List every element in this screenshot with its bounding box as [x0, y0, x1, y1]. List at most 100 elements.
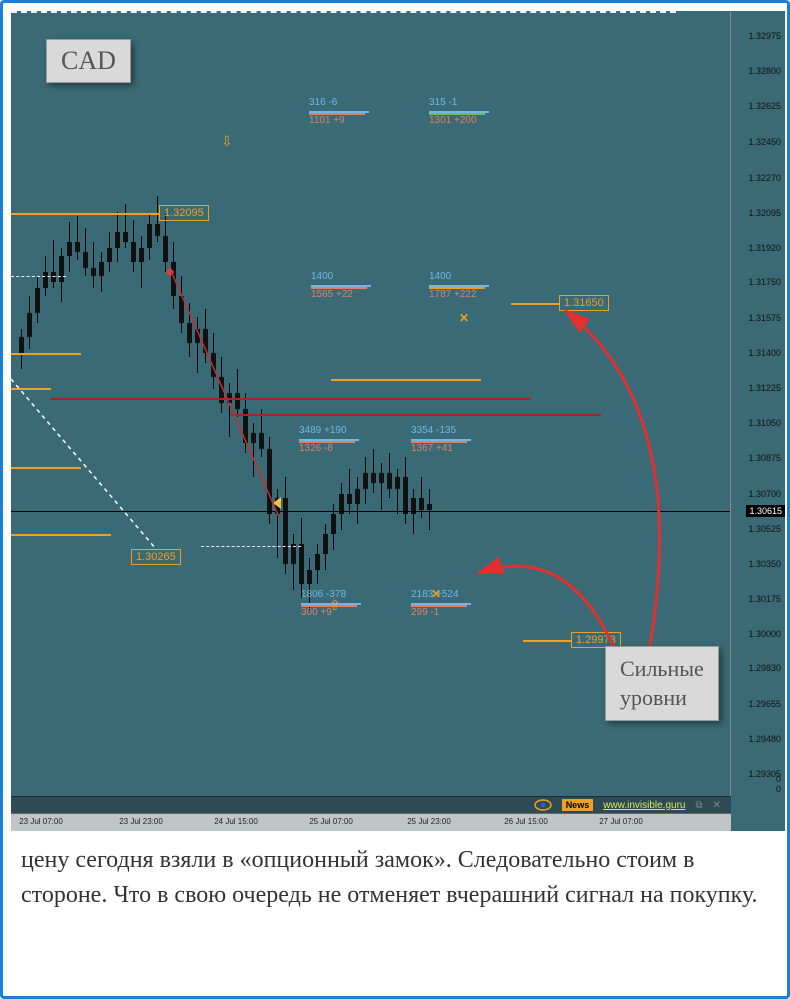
ytick-zero: 0	[776, 774, 781, 784]
level-line	[11, 213, 159, 215]
news-button[interactable]: News	[562, 799, 594, 811]
level-line	[51, 398, 531, 400]
anno-top: 316 -6	[309, 97, 337, 108]
candle-body	[427, 504, 432, 510]
anno-bot: 1326 -8	[299, 443, 333, 454]
ytick: 1.30525	[748, 524, 781, 534]
candle-body	[403, 477, 408, 513]
ytick: 1.31400	[748, 348, 781, 358]
xtick: 25 Jul 07:00	[309, 817, 353, 826]
candle-wick	[373, 449, 374, 493]
plot-area[interactable]: 1.320951.302651.316501.29973 316 -61101 …	[11, 11, 731, 796]
dashed-level	[201, 546, 301, 547]
xtick: 27 Jul 07:00	[599, 817, 643, 826]
ytick: 1.30000	[748, 629, 781, 639]
level-line	[11, 467, 81, 469]
xtick: 26 Jul 15:00	[504, 817, 548, 826]
chart-area[interactable]: 1.320951.302651.316501.29973 316 -61101 …	[11, 11, 785, 831]
candle-body	[419, 498, 424, 510]
ytick: 1.32450	[748, 137, 781, 147]
close-icon[interactable]: ✕	[713, 800, 721, 811]
ytick: 1.29655	[748, 699, 781, 709]
detach-icon[interactable]: ⧉	[695, 800, 702, 811]
ytick: 1.32095	[748, 208, 781, 218]
candle-body	[155, 224, 160, 236]
eye-icon[interactable]	[534, 799, 552, 811]
candle-body	[131, 242, 136, 262]
candle-body	[379, 473, 384, 483]
price-mark: 1.30615	[746, 505, 785, 517]
strong-line2: уровни	[620, 684, 704, 713]
xtick: 23 Jul 07:00	[19, 817, 63, 826]
anno-top: 315 -1	[429, 97, 457, 108]
candle-body	[75, 242, 80, 252]
anno-top: 1400	[429, 271, 451, 282]
candle-body	[35, 288, 40, 312]
anno-bot: 1367 +41	[411, 443, 453, 454]
level-line	[511, 303, 559, 305]
candle-body	[107, 248, 112, 262]
candle-wick	[197, 317, 198, 373]
level-line	[11, 534, 111, 536]
ytick: 1.31225	[748, 383, 781, 393]
candle-body	[323, 534, 328, 554]
ytick: 1.31575	[748, 313, 781, 323]
anno-bot: 1565 +22	[311, 289, 353, 300]
candle-body	[267, 449, 272, 513]
candle-body	[299, 544, 304, 584]
candle-body	[211, 353, 216, 377]
candle-wick	[397, 469, 398, 513]
level-line	[11, 388, 51, 390]
ytick: 1.32270	[748, 173, 781, 183]
candle-body	[307, 570, 312, 584]
xtick: 23 Jul 23:00	[119, 817, 163, 826]
marker-x: ✕	[459, 311, 469, 325]
price-box: 1.32095	[159, 205, 209, 221]
candle-body	[19, 337, 24, 353]
candle-wick	[381, 463, 382, 509]
candle-body	[387, 473, 392, 489]
candle-body	[395, 477, 400, 489]
ytick: 1.32625	[748, 101, 781, 111]
candle-body	[83, 252, 88, 268]
price-box: 1.30265	[131, 549, 181, 565]
anno-bot: 299 -1	[411, 607, 439, 618]
frame: 1.320951.302651.316501.29973 316 -61101 …	[0, 0, 790, 999]
level-line	[523, 640, 571, 642]
marker-tri-left	[273, 497, 281, 509]
candle-body	[235, 393, 240, 409]
marker-arrow-down: ⇩	[221, 133, 233, 150]
website-link[interactable]: www.invisible.guru	[603, 800, 685, 811]
candle-body	[99, 262, 104, 276]
symbol-label: CAD	[46, 39, 131, 83]
xtick: 25 Jul 23:00	[407, 817, 451, 826]
marker-x: ✕	[431, 587, 441, 601]
ytick: 1.31050	[748, 418, 781, 428]
level-line	[231, 414, 601, 416]
anno-bot: 1301 +200	[429, 115, 477, 126]
anno-bot: 1101 +9	[309, 115, 345, 126]
anno-bot: 300 +9	[301, 607, 332, 618]
level-line	[11, 353, 81, 355]
candle-body	[363, 473, 368, 489]
candle-body	[347, 494, 352, 504]
dashed-level	[11, 276, 66, 277]
candle-wick	[93, 242, 94, 288]
price-box: 1.31650	[559, 295, 609, 311]
anno-bot: 1787 +222	[429, 289, 477, 300]
candle-body	[179, 296, 184, 322]
indicator-toolbar: News www.invisible.guru ⧉ ✕	[11, 796, 731, 813]
candle-body	[27, 313, 32, 337]
candle-body	[67, 242, 72, 256]
candle-body	[259, 433, 264, 449]
candle-body	[115, 232, 120, 248]
candle-body	[195, 329, 200, 343]
candle-body	[371, 473, 376, 483]
candle-body	[91, 268, 96, 276]
candle-body	[331, 514, 336, 534]
ytick: 1.30875	[748, 453, 781, 463]
ytick: 1.30175	[748, 594, 781, 604]
marker-arrow-up: ⇧	[329, 597, 341, 614]
candle-body	[251, 433, 256, 443]
ytick: 1.32975	[748, 31, 781, 41]
